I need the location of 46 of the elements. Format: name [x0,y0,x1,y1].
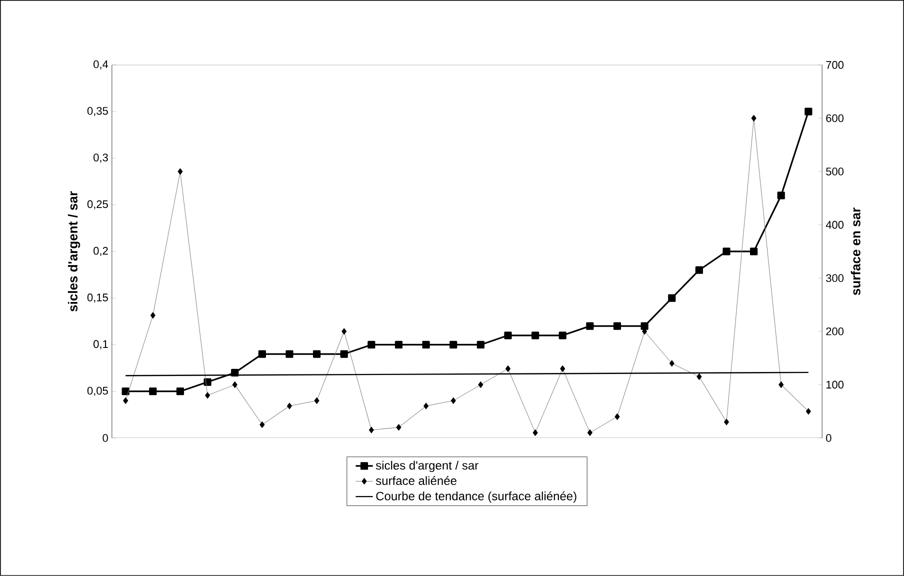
legend-label: surface aliénée [376,476,456,486]
point [804,108,812,116]
y2-tick-label: 0 [826,434,832,442]
y-tick-label: 0 [102,434,108,442]
point [750,248,758,256]
point [176,388,184,396]
y-tick-label: 0,35 [87,107,108,116]
point [531,332,540,340]
y-tick-label: 0,4 [94,60,108,70]
legend-label: Courbe de tendance (surface aliénée) [376,491,576,503]
point [422,340,430,349]
y-tick-label: 0,2 [94,246,108,256]
y2-axis-title: surface en sar [850,208,860,296]
y2-tick-label: 400 [826,220,844,229]
y2-tick-label: 600 [826,114,844,122]
legend-label: sicles d'argent / sar [376,460,478,472]
y-axis-title: sicles d'argent / sar [68,191,80,312]
point [340,350,348,358]
point [476,340,484,349]
point [695,266,703,274]
y-tick-label: 0,15 [87,294,108,303]
point [122,388,130,396]
y-tick-label: 0,05 [87,386,108,396]
point [504,332,512,340]
point [450,340,458,349]
point [777,192,785,200]
point [640,322,648,330]
y2-tick-label: 100 [826,380,844,389]
y2-tick-label: 300 [826,274,844,282]
point [368,340,376,349]
point [312,350,321,358]
point [586,322,594,330]
point [286,350,294,358]
y2-tick-label: 200 [826,328,844,336]
point [149,388,157,396]
y2-tick-label: 700 [826,61,844,69]
point [722,248,730,256]
point [613,322,622,330]
point [394,340,403,349]
y-tick-label: 0,25 [87,200,108,210]
y2-tick-label: 500 [826,168,844,176]
point [668,294,676,302]
y-tick-label: 0,3 [94,154,108,163]
y-tick-label: 0,1 [94,340,108,350]
point [558,332,566,340]
point [258,350,266,358]
